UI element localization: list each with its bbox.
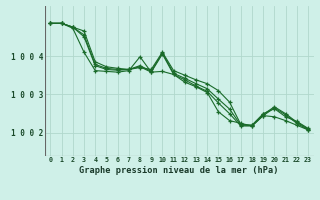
X-axis label: Graphe pression niveau de la mer (hPa): Graphe pression niveau de la mer (hPa) — [79, 166, 279, 175]
